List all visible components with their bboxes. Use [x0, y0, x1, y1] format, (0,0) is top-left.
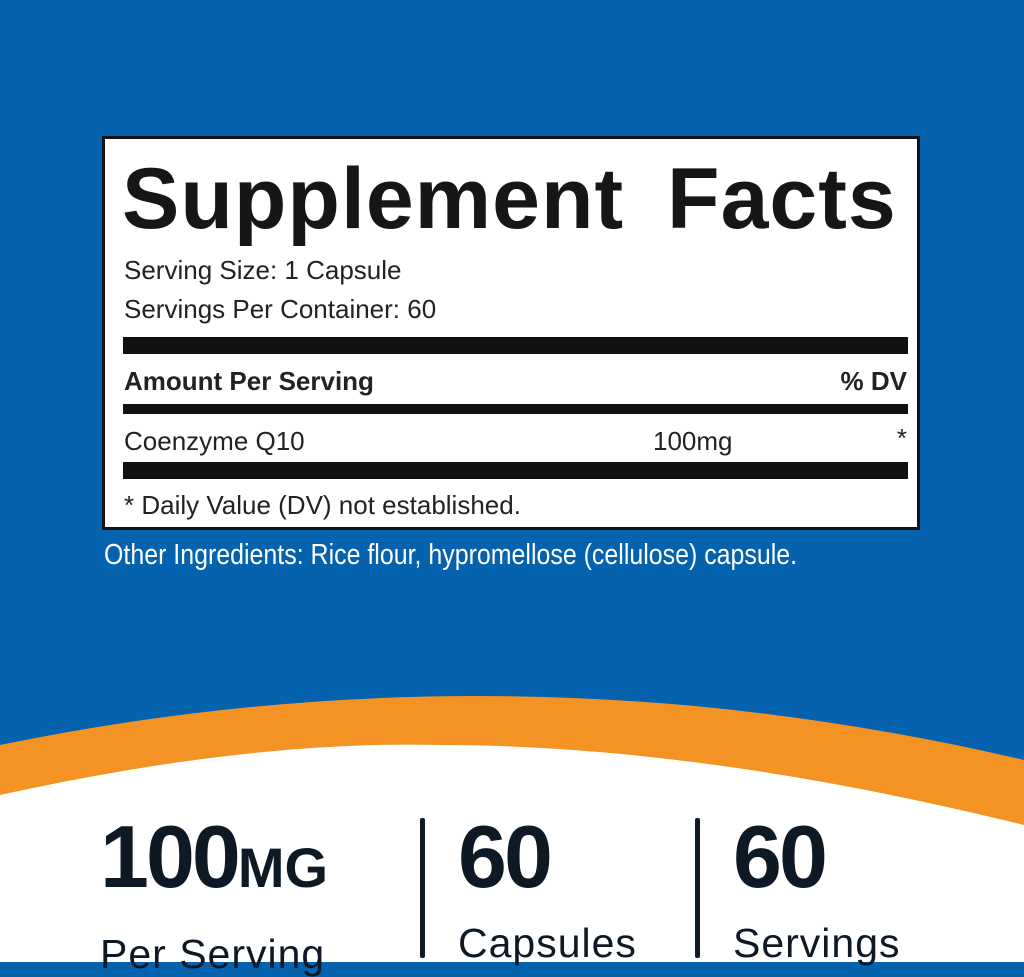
stat-servings: 60 Servings	[733, 812, 901, 967]
ingredient-amount: 100mg	[653, 426, 733, 456]
stat-value: 60	[733, 807, 828, 906]
dv-header: % DV	[840, 366, 907, 396]
other-ingredients: Other Ingredients: Rice flour, hypromell…	[104, 539, 798, 571]
stat-label: Servings	[733, 920, 901, 966]
facts-title: Supplement Facts	[122, 151, 897, 247]
supplement-facts-panel: Supplement Facts Serving Size: 1 Capsule…	[102, 136, 920, 530]
divider-bar	[123, 462, 908, 479]
servings-per-container: Servings Per Container: 60	[124, 294, 437, 324]
divider-bar	[123, 337, 908, 354]
stat-value: 60	[458, 807, 553, 906]
divider-bar	[123, 404, 908, 414]
stat-unit: MG	[237, 836, 329, 899]
stat-label: Per Serving	[100, 931, 326, 977]
stat-divider	[695, 818, 700, 958]
stat-value: 100	[100, 807, 241, 906]
stat-label: Capsules	[458, 920, 637, 966]
stat-capsules: 60 Capsules	[458, 812, 637, 967]
white-base	[0, 744, 1024, 962]
stat-divider	[420, 818, 425, 958]
serving-size: Serving Size: 1 Capsule	[124, 255, 402, 285]
footnote: * Daily Value (DV) not established.	[124, 490, 521, 520]
ingredient-name: Coenzyme Q10	[124, 426, 305, 456]
amount-header: Amount Per Serving	[124, 366, 374, 396]
stat-per-serving: 100MG Per Serving	[100, 812, 328, 977]
ingredient-dv: *	[896, 423, 907, 453]
